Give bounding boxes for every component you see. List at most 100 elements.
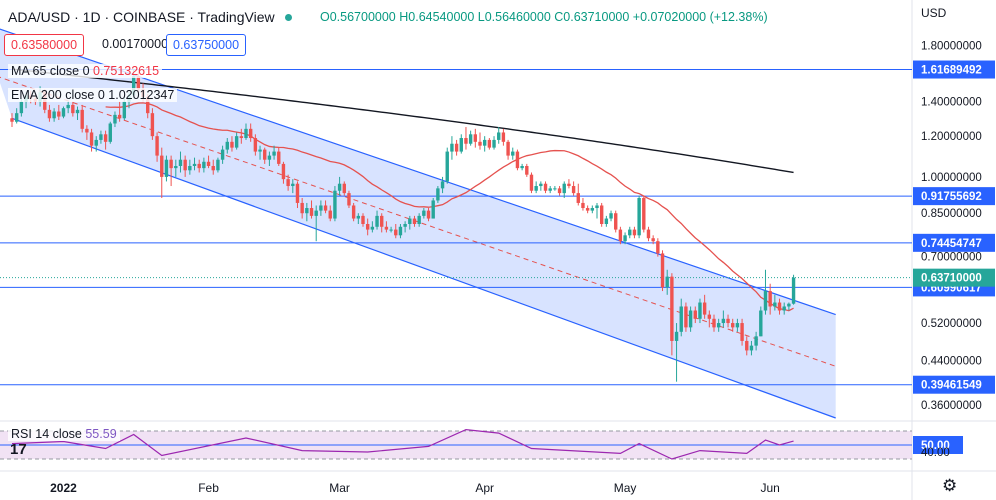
- candle: [14, 108, 19, 124]
- gear-icon[interactable]: ⚙: [942, 476, 958, 495]
- candle: [576, 183, 580, 206]
- candle-body: [731, 323, 735, 328]
- spread-value: 0.00170000: [96, 34, 175, 54]
- candle: [188, 159, 192, 175]
- price-tick-label: 1.80000000: [921, 41, 982, 53]
- candle-body: [707, 314, 712, 319]
- candle: [380, 213, 384, 233]
- candle-body: [113, 114, 117, 124]
- candle: [628, 226, 632, 239]
- candle: [57, 104, 61, 120]
- candle-body: [356, 215, 361, 219]
- candle: [103, 130, 108, 150]
- candle: [85, 125, 89, 140]
- candle: [642, 195, 646, 233]
- candle: [791, 274, 796, 305]
- candle-body: [253, 138, 258, 152]
- candle: [632, 226, 637, 239]
- candle: [319, 200, 323, 216]
- price-tick-label: 1.40000000: [921, 97, 982, 109]
- candle-body: [47, 109, 52, 119]
- candle-body: [314, 210, 318, 216]
- level-price-label: 1.61689492: [921, 65, 982, 77]
- candle: [333, 186, 337, 222]
- candle: [389, 226, 393, 233]
- candle-body: [614, 213, 618, 230]
- candle-body: [501, 132, 506, 142]
- candle: [211, 159, 215, 175]
- candle: [614, 210, 618, 233]
- candle: [604, 215, 609, 227]
- candle-body: [497, 132, 501, 140]
- candle-body: [735, 323, 740, 328]
- candle-body: [263, 149, 267, 160]
- market-status-dot: [284, 14, 292, 21]
- candle: [693, 306, 697, 324]
- candle-body: [618, 229, 623, 242]
- candle: [267, 151, 272, 167]
- candle: [585, 205, 590, 214]
- candle-body: [258, 149, 262, 152]
- candle-body: [75, 109, 80, 114]
- candle: [599, 202, 604, 227]
- rsi-legend[interactable]: RSI 14 close 55.59: [8, 427, 120, 441]
- ema200-label: EMA 200 close 0: [11, 88, 105, 102]
- candle-body: [754, 336, 758, 346]
- candle-body: [487, 139, 492, 148]
- candle: [80, 104, 84, 133]
- buy-price-button[interactable]: 0.63750000: [166, 34, 247, 56]
- candle-body: [295, 183, 300, 203]
- candle: [258, 145, 262, 160]
- symbol-title[interactable]: ADA/USD · 1D · COINBASE · TradingView: [8, 9, 300, 25]
- time-tick-label: May: [614, 481, 637, 495]
- candle-body: [674, 331, 679, 341]
- ema200-legend[interactable]: EMA 200 close 0 1.02012347: [8, 88, 178, 102]
- candle-body: [422, 210, 426, 216]
- candle: [253, 134, 258, 156]
- candle: [244, 123, 248, 140]
- candle: [361, 213, 365, 227]
- candle: [239, 128, 244, 144]
- level-price-tag: [913, 60, 995, 79]
- candle-body: [160, 155, 164, 177]
- candle-body: [656, 241, 660, 254]
- tradingview-logo[interactable]: 17: [10, 441, 27, 458]
- candle: [497, 127, 501, 144]
- ma65-legend[interactable]: MA 65 close 0 0.75132615: [8, 64, 163, 78]
- candle: [506, 139, 510, 160]
- candle-body: [459, 138, 463, 152]
- candle-body: [267, 155, 272, 160]
- symbol-text: ADA/USD · 1D · COINBASE · TradingView: [8, 9, 275, 25]
- candle: [71, 101, 75, 117]
- candle-body: [281, 163, 286, 180]
- candle: [328, 205, 332, 222]
- candle: [365, 218, 370, 236]
- candle: [745, 336, 749, 356]
- candle-body: [557, 188, 562, 194]
- candle: [263, 147, 267, 164]
- candle: [216, 157, 220, 173]
- candle-body: [370, 226, 375, 230]
- candle: [183, 155, 187, 177]
- candle-body: [66, 104, 70, 109]
- candle-body: [319, 205, 323, 211]
- candle-body: [534, 186, 538, 191]
- candle-body: [716, 323, 721, 328]
- candle-body: [431, 200, 435, 219]
- candle-body: [178, 159, 183, 167]
- candle: [440, 176, 445, 194]
- candle: [656, 238, 660, 257]
- candle-body: [183, 159, 187, 171]
- candle-body: [581, 202, 585, 209]
- sell-price-button[interactable]: 0.63580000: [4, 34, 85, 56]
- candle-body: [188, 166, 192, 171]
- rsi-level-label: 50.00: [921, 440, 950, 452]
- candle-body: [670, 276, 674, 341]
- candle: [525, 163, 529, 177]
- candle-body: [482, 139, 487, 146]
- currency-label[interactable]: USD: [921, 6, 947, 20]
- candle-body: [309, 208, 314, 216]
- candle: [426, 208, 431, 222]
- candle: [286, 174, 290, 191]
